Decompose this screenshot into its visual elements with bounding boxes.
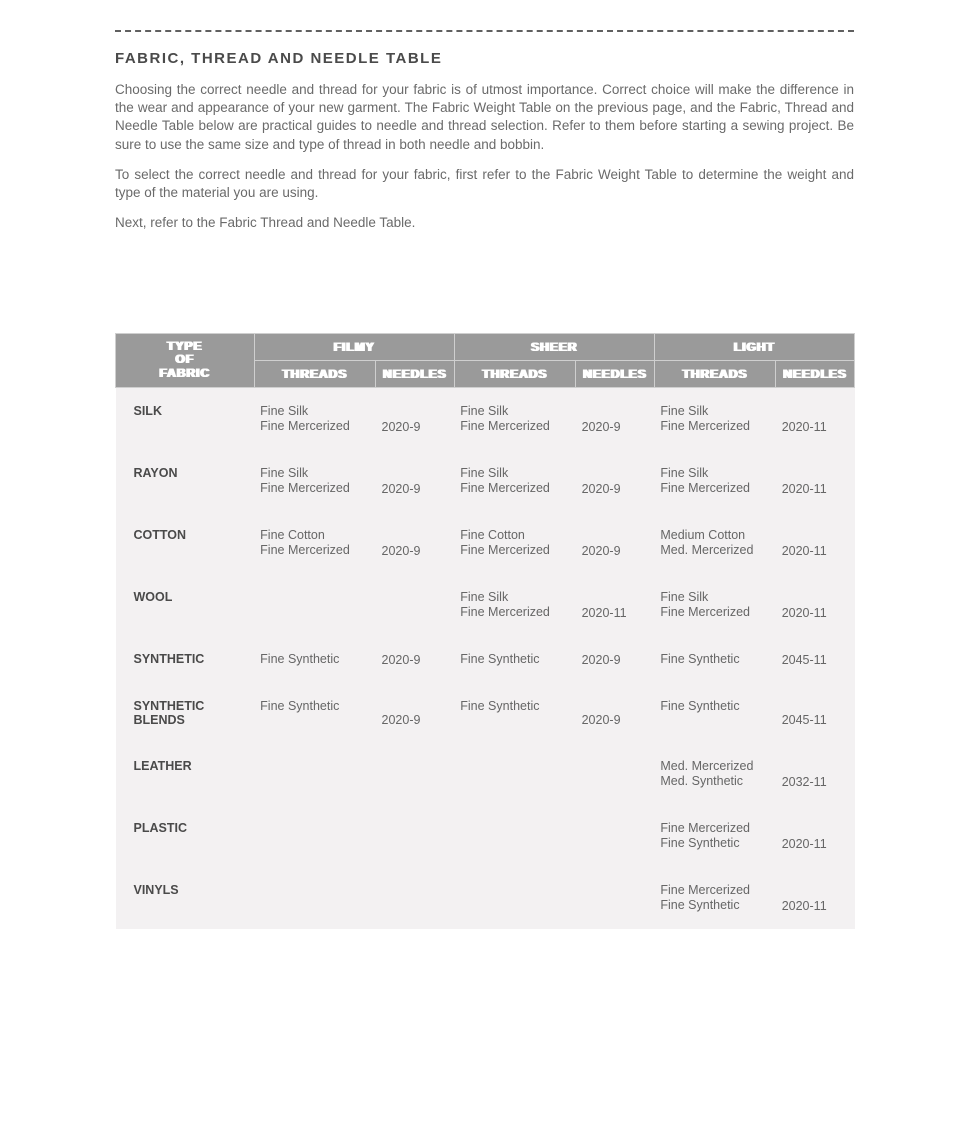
light-needles: 2020-11 — [776, 450, 855, 512]
col-fabric-type: TYPE OF FABRIC — [116, 333, 255, 387]
col-group-filmy: FILMY — [254, 333, 454, 360]
light-threads: Med. Mercerized Med. Synthetic — [654, 743, 775, 805]
col-group-sheer: SHEER — [454, 333, 654, 360]
sheer-needles: 2020-9 — [576, 683, 655, 743]
sheer-threads: Fine Cotton Fine Mercerized — [454, 512, 575, 574]
table-row: RAYONFine Silk Fine Mercerized2020-9Fine… — [116, 450, 855, 512]
fabric-label: SILK — [116, 387, 255, 450]
sheer-threads: Fine Silk Fine Mercerized — [454, 387, 575, 450]
table-row: COTTONFine Cotton Fine Mercerized2020-9F… — [116, 512, 855, 574]
sheer-threads — [454, 867, 575, 929]
light-needles: 2020-11 — [776, 387, 855, 450]
filmy-needles: 2020-9 — [376, 450, 455, 512]
col-sheer-threads: THREADS — [454, 360, 575, 387]
filmy-threads — [254, 805, 375, 867]
light-needles: 2020-11 — [776, 512, 855, 574]
filmy-needles — [376, 574, 455, 636]
col-group-light: LIGHT — [654, 333, 854, 360]
light-threads: Fine Synthetic — [654, 636, 775, 683]
table-body: SILKFine Silk Fine Mercerized2020-9Fine … — [116, 387, 855, 929]
sheer-needles: 2020-9 — [576, 636, 655, 683]
table-row: SILKFine Silk Fine Mercerized2020-9Fine … — [116, 387, 855, 450]
light-threads: Fine Mercerized Fine Synthetic — [654, 867, 775, 929]
sheer-needles: 2020-9 — [576, 512, 655, 574]
table-row: PLASTIC Fine Mercerized Fine Synthetic202… — [116, 805, 855, 867]
table-row: SYNTHETICFine Synthetic2020-9Fine Synthe… — [116, 636, 855, 683]
light-threads: Fine Silk Fine Mercerized — [654, 450, 775, 512]
sheer-threads: Fine Synthetic — [454, 683, 575, 743]
table-header: TYPE OF FABRIC FILMY SHEER LIGHT THREADS… — [116, 333, 855, 387]
paragraph-2: To select the correct needle and thread … — [115, 166, 854, 202]
sheer-needles: 2020-11 — [576, 574, 655, 636]
col-filmy-needles: NEEDLES — [376, 360, 455, 387]
filmy-needles: 2020-9 — [376, 683, 455, 743]
light-threads: Fine Silk Fine Mercerized — [654, 387, 775, 450]
filmy-needles — [376, 743, 455, 805]
filmy-needles: 2020-9 — [376, 387, 455, 450]
light-needles: 2045-11 — [776, 636, 855, 683]
filmy-threads: Fine Silk Fine Mercerized — [254, 450, 375, 512]
filmy-needles: 2020-9 — [376, 636, 455, 683]
fabric-label: LEATHER — [116, 743, 255, 805]
fabric-label: PLASTIC — [116, 805, 255, 867]
light-threads: Fine Synthetic — [654, 683, 775, 743]
light-needles: 2032-11 — [776, 743, 855, 805]
filmy-threads: Fine Synthetic — [254, 636, 375, 683]
filmy-threads — [254, 743, 375, 805]
sheer-threads: Fine Synthetic — [454, 636, 575, 683]
sheer-needles: 2020-9 — [576, 450, 655, 512]
sheer-needles: 2020-9 — [576, 387, 655, 450]
sheer-threads — [454, 743, 575, 805]
paragraph-1: Choosing the correct needle and thread f… — [115, 81, 854, 154]
filmy-threads — [254, 574, 375, 636]
light-needles: 2020-11 — [776, 574, 855, 636]
fabric-table-wrap: TYPE OF FABRIC FILMY SHEER LIGHT THREADS… — [115, 333, 855, 929]
sheer-threads: Fine Silk Fine Mercerized — [454, 450, 575, 512]
fabric-label: WOOL — [116, 574, 255, 636]
sheer-needles — [576, 805, 655, 867]
col-sheer-needles: NEEDLES — [576, 360, 655, 387]
fabric-label: RAYON — [116, 450, 255, 512]
sheer-needles — [576, 867, 655, 929]
col-light-threads: THREADS — [654, 360, 775, 387]
paragraph-3: Next, refer to the Fabric Thread and Nee… — [115, 214, 854, 232]
table-row: LEATHER Med. Mercerized Med. Synthetic203… — [116, 743, 855, 805]
sheer-needles — [576, 743, 655, 805]
table-row: WOOLFine Silk Fine Mercerized2020-11Fine… — [116, 574, 855, 636]
filmy-needles: 2020-9 — [376, 512, 455, 574]
filmy-needles — [376, 805, 455, 867]
col-light-needles: NEEDLES — [776, 360, 855, 387]
fabric-label: SYNTHETIC — [116, 636, 255, 683]
table-row: SYNTHETIC BLENDSFine Synthetic2020-9Fine… — [116, 683, 855, 743]
light-threads: Fine Silk Fine Mercerized — [654, 574, 775, 636]
filmy-threads: Fine Synthetic — [254, 683, 375, 743]
page: FABRIC, THREAD AND NEEDLE TABLE Choosing… — [0, 0, 954, 989]
filmy-threads: Fine Silk Fine Mercerized — [254, 387, 375, 450]
light-needles: 2045-11 — [776, 683, 855, 743]
col-filmy-threads: THREADS — [254, 360, 375, 387]
light-needles: 2020-11 — [776, 805, 855, 867]
fabric-table: TYPE OF FABRIC FILMY SHEER LIGHT THREADS… — [115, 333, 855, 929]
fabric-label: SYNTHETIC BLENDS — [116, 683, 255, 743]
fabric-label: COTTON — [116, 512, 255, 574]
fabric-label: VINYLS — [116, 867, 255, 929]
table-row: VINYLS Fine Mercerized Fine Synthetic2020… — [116, 867, 855, 929]
light-needles: 2020-11 — [776, 867, 855, 929]
page-title: FABRIC, THREAD AND NEEDLE TABLE — [115, 50, 854, 67]
sheer-threads — [454, 805, 575, 867]
top-divider — [115, 30, 854, 32]
light-threads: Medium Cotton Med. Mercerized — [654, 512, 775, 574]
light-threads: Fine Mercerized Fine Synthetic — [654, 805, 775, 867]
filmy-threads: Fine Cotton Fine Mercerized — [254, 512, 375, 574]
filmy-needles — [376, 867, 455, 929]
filmy-threads — [254, 867, 375, 929]
sheer-threads: Fine Silk Fine Mercerized — [454, 574, 575, 636]
